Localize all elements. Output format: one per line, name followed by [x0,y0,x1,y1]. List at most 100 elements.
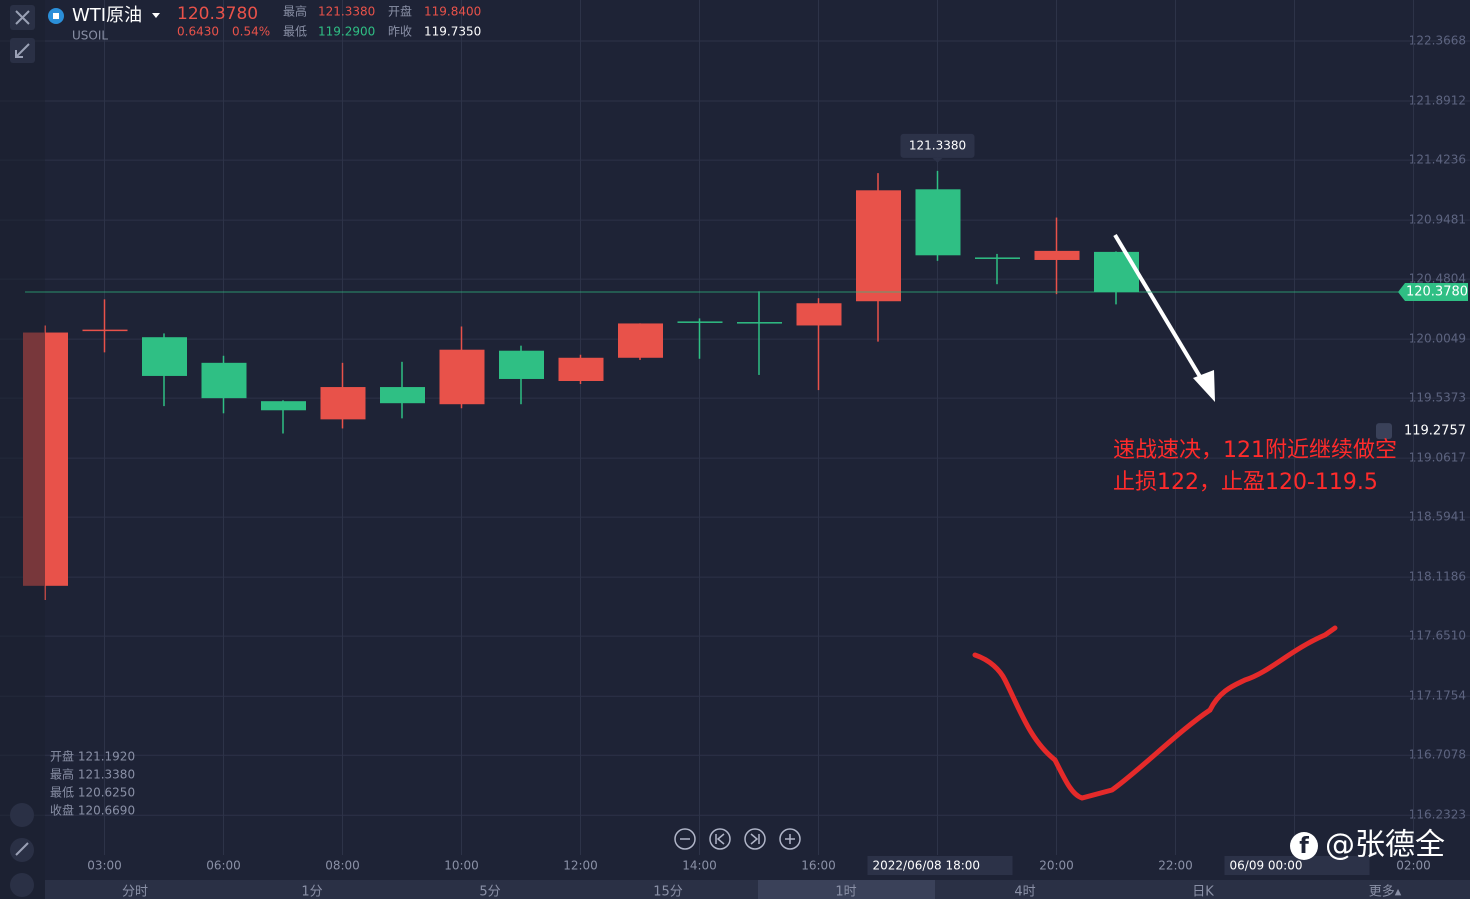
ohlc-legend: 最低 120.6250 [50,786,135,800]
zoom-in[interactable] [779,828,801,850]
crosshair-time-box [867,856,1013,875]
timeframe-tab[interactable]: 1时 [835,885,856,899]
timeframe-tab[interactable]: 15分 [653,885,683,899]
watermark-logo: f [1290,832,1318,860]
crosshair-time-box [1224,856,1370,875]
arrow [1113,233,1207,387]
scroll-start[interactable] [709,828,731,850]
svg-text:f: f [1299,834,1309,859]
y-tick-label: 118.5941 [1409,510,1466,524]
low: 119.2900 [318,25,375,39]
alert-price: 119.2757 [1404,424,1466,439]
x-tick-label: 03:00 [87,859,122,873]
x-tick-label: 12:00 [563,859,598,873]
active-tab-bg [758,880,935,899]
dropdown[interactable] [152,13,160,18]
change: 0.6430 [177,25,219,39]
timeframe-tab[interactable]: 4时 [1014,885,1035,899]
timeframe-tab[interactable]: 5分 [479,885,500,899]
last-price-box [1398,283,1468,302]
toolbar [0,0,45,899]
line-button[interactable] [10,873,34,897]
candle-body [380,387,425,404]
x-tick-label: 14:00 [682,859,717,873]
candle-body [439,349,485,405]
x-tick-label: 02:00 [1396,859,1431,873]
high: 121.3380 [318,5,375,19]
candle-body [975,257,1020,259]
candle-body [737,322,782,324]
candle-body [201,362,247,399]
tooltip-pointer [932,157,943,163]
hand-drawn-curve [972,625,1338,801]
symbol: WTI原油 [72,5,142,26]
zoom-out[interactable] [674,828,696,850]
candle-body [142,337,187,376]
candle-body [915,189,961,256]
annotation: 止损122，止盈120-119.5 [1113,470,1378,495]
candle-body [618,323,663,358]
y-tick-label: 117.1754 [1409,689,1466,703]
candle-body [499,350,544,379]
y-tick-label: 116.7078 [1409,748,1466,762]
y-tick-label: 119.5373 [1409,391,1466,405]
prev-label: 昨收 [388,25,412,39]
candle-body [320,387,366,420]
timeframe-tab[interactable]: 更多▴ [1369,884,1402,899]
arrow-head [1193,370,1215,402]
x-tick-label: 20:00 [1039,859,1074,873]
open-label: 开盘 [388,4,412,19]
ohlc-legend: 开盘 121.1920 [50,749,135,764]
candle-body [1094,251,1139,293]
y-tick-label: 116.2323 [1409,808,1466,822]
y-tick-label: 118.1186 [1409,570,1466,584]
y-tick-label: 120.0049 [1409,332,1466,346]
annotation: 速战速决，121附近继续做空 [1113,438,1397,463]
timeframe-tab[interactable]: 分时 [122,885,148,899]
y-tick-label: 121.4236 [1409,153,1466,167]
scroll-end[interactable] [744,828,766,850]
candle-body [796,303,842,326]
x-tick-label: 22:00 [1158,859,1193,873]
candle-body [677,321,723,323]
prev: 119.7350 [424,25,481,39]
tooltip-box [900,133,975,158]
candle-body [558,357,604,381]
open: 119.8400 [424,5,481,19]
symbol-icon-inner [53,13,59,19]
x-tick-label: 06:00 [206,859,241,873]
y-tick-label: 120.4804 [1409,272,1466,286]
alert-icon [1376,423,1392,440]
y-tick-label: 121.8912 [1409,94,1466,108]
ohlc-legend: 最高 121.3380 [50,767,135,782]
candle-body [1034,250,1080,260]
x-tick-label: 10:00 [444,859,479,873]
change-pct: 0.54% [232,25,270,39]
candle-body [261,401,306,411]
pen-icon [15,842,29,856]
y-tick-label: 120.9481 [1409,213,1466,227]
candle-body [82,329,128,332]
indicator-button[interactable] [10,803,34,827]
shrink-button[interactable] [10,38,35,63]
price: 120.3780 [177,4,258,24]
symbol-code: USOIL [72,29,108,43]
ohlc-legend: 收盘 120.6690 [50,803,135,818]
timeframe-tab[interactable]: 日K [1192,885,1214,899]
y-tick-label: 122.3668 [1409,34,1466,48]
high-label: 最高 [283,4,307,19]
tooltip-label: 121.3380 [909,138,966,152]
x-tick-label: 08:00 [325,859,360,873]
x-tick-label: 2022/06/08 18:00 [873,859,981,873]
x-tick-label: 16:00 [801,859,836,873]
y-tick-label: 117.6510 [1409,629,1466,643]
close-button[interactable] [10,5,35,30]
tab-bar [45,880,1470,899]
timeframe-tab[interactable]: 1分 [301,885,322,899]
watermark: @张德全 [1325,828,1445,863]
x-tick-label: 06/09 00:00 [1230,859,1303,873]
low-label: 最低 [283,25,307,39]
